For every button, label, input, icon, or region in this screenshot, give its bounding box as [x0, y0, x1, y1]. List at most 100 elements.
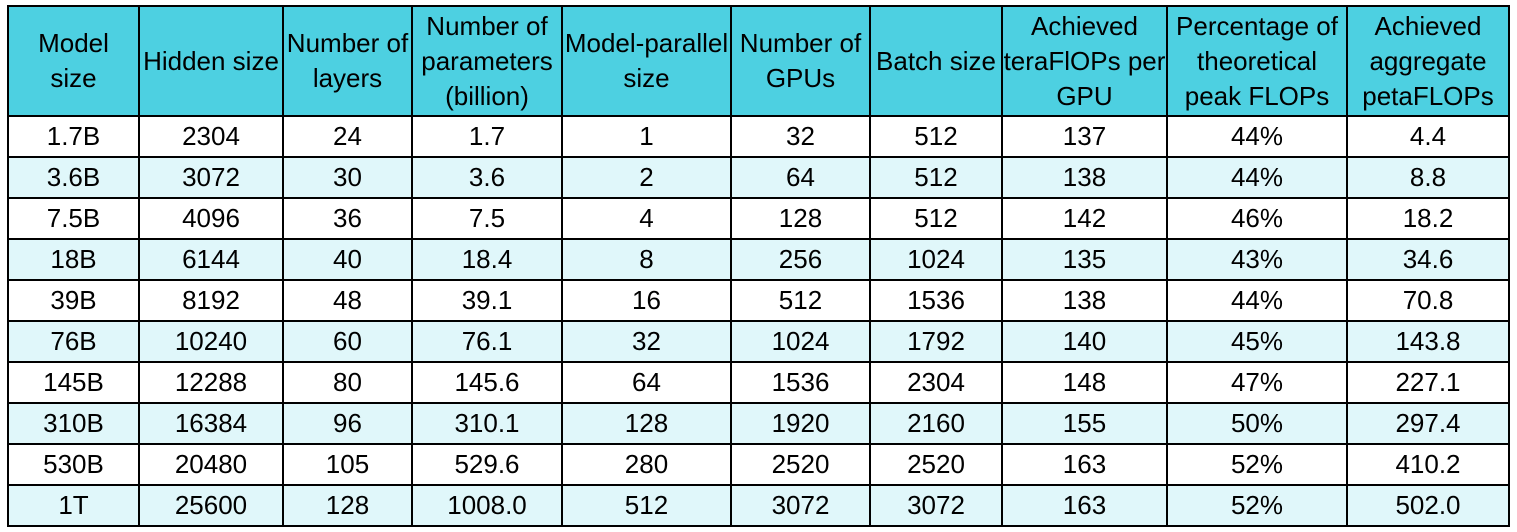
table-cell: 1792 — [869, 320, 1003, 363]
table-cell: 64 — [561, 361, 732, 404]
table-cell: 280 — [561, 443, 732, 486]
table-cell: 310B — [7, 402, 140, 445]
column-header: Number of layers — [282, 5, 413, 117]
table-cell: 138 — [1001, 156, 1168, 199]
table-cell: 48 — [282, 279, 413, 322]
table-cell: 2304 — [869, 361, 1003, 404]
table-cell: 1920 — [730, 402, 871, 445]
table-cell: 3.6 — [411, 156, 563, 199]
table-cell: 70.8 — [1346, 279, 1510, 322]
table-cell: 155 — [1001, 402, 1168, 445]
table-cell: 148 — [1001, 361, 1168, 404]
table-cell: 410.2 — [1346, 443, 1510, 486]
table-row: 530B 20480 105 529.6 280 2520 2520 163 52% 410.2 — [7, 443, 1510, 486]
table-cell: 135 — [1001, 238, 1168, 281]
column-header: Percentage of theoretical peak FLOPs — [1166, 5, 1348, 117]
table-cell: 47% — [1166, 361, 1348, 404]
table-cell: 8.8 — [1346, 156, 1510, 199]
table-cell: 2 — [561, 156, 732, 199]
column-header: Number of parameters (billion) — [411, 5, 563, 117]
column-header: Number of GPUs — [730, 5, 871, 117]
table-cell: 7.5B — [7, 197, 140, 240]
table-cell: 52% — [1166, 484, 1348, 527]
table-cell: 530B — [7, 443, 140, 486]
table-cell: 1536 — [869, 279, 1003, 322]
table-cell: 2520 — [730, 443, 871, 486]
table-header: Model size Hidden size Number of layers Num… — [7, 5, 1510, 117]
table-cell: 76B — [7, 320, 140, 363]
table-cell: 227.1 — [1346, 361, 1510, 404]
table-cell: 1024 — [869, 238, 1003, 281]
table-cell: 1.7B — [7, 115, 140, 158]
table-cell: 8192 — [138, 279, 284, 322]
table-cell: 512 — [869, 197, 1003, 240]
table-cell: 36 — [282, 197, 413, 240]
column-header: Achieved teraFlOPs per GPU — [1001, 5, 1168, 117]
table-cell: 25600 — [138, 484, 284, 527]
column-header: Achieved aggregate petaFLOPs — [1346, 5, 1510, 117]
table-cell: 76.1 — [411, 320, 563, 363]
table-cell: 143.8 — [1346, 320, 1510, 363]
table-cell: 1 — [561, 115, 732, 158]
table-cell: 96 — [282, 402, 413, 445]
table-cell: 40 — [282, 238, 413, 281]
table-cell: 512 — [561, 484, 732, 527]
column-header: Model size — [7, 5, 140, 117]
table-row: 1.7B 2304 24 1.7 1 32 512 137 44% 4.4 — [7, 115, 1510, 158]
table-cell: 24 — [282, 115, 413, 158]
table-row: 39B 8192 48 39.1 16 512 1536 138 44% 70.8 — [7, 279, 1510, 322]
table-cell: 502.0 — [1346, 484, 1510, 527]
table-cell: 12288 — [138, 361, 284, 404]
table-row: 310B 16384 96 310.1 128 1920 2160 155 50% 297.4 — [7, 402, 1510, 445]
table-cell: 16 — [561, 279, 732, 322]
table-cell: 142 — [1001, 197, 1168, 240]
table-cell: 32 — [561, 320, 732, 363]
table-cell: 10240 — [138, 320, 284, 363]
table-cell: 30 — [282, 156, 413, 199]
table-row: 3.6B 3072 30 3.6 2 64 512 138 44% 8.8 — [7, 156, 1510, 199]
table-row: 7.5B 4096 36 7.5 4 128 512 142 46% 18.2 — [7, 197, 1510, 240]
table-cell: 50% — [1166, 402, 1348, 445]
column-header: Batch size — [869, 5, 1003, 117]
table-cell: 1008.0 — [411, 484, 563, 527]
table-cell: 1T — [7, 484, 140, 527]
table-cell: 39.1 — [411, 279, 563, 322]
table-cell: 2160 — [869, 402, 1003, 445]
table-cell: 512 — [869, 156, 1003, 199]
table-cell: 18.4 — [411, 238, 563, 281]
column-header: Model-parallel size — [561, 5, 732, 117]
table-cell: 4096 — [138, 197, 284, 240]
table-cell: 3072 — [138, 156, 284, 199]
table-header-row: Model size Hidden size Number of layers Num… — [7, 5, 1510, 117]
table-row: 1T 25600 128 1008.0 512 3072 3072 163 52% 502.0 — [7, 484, 1510, 527]
table-cell: 137 — [1001, 115, 1168, 158]
table-body: 1.7B 2304 24 1.7 1 32 512 137 44% 4.4 3.6B 3072 30 3.… — [7, 115, 1510, 527]
table-cell: 128 — [561, 402, 732, 445]
table-cell: 43% — [1166, 238, 1348, 281]
model-scaling-table: Model size Hidden size Number of layers Num… — [7, 5, 1510, 527]
table-cell: 310.1 — [411, 402, 563, 445]
table-cell: 80 — [282, 361, 413, 404]
table-cell: 529.6 — [411, 443, 563, 486]
table-cell: 145B — [7, 361, 140, 404]
table-cell: 3.6B — [7, 156, 140, 199]
table-cell: 18.2 — [1346, 197, 1510, 240]
table-cell: 4 — [561, 197, 732, 240]
table-cell: 128 — [730, 197, 871, 240]
table-cell: 3072 — [869, 484, 1003, 527]
table-cell: 512 — [869, 115, 1003, 158]
table-cell: 64 — [730, 156, 871, 199]
table-cell: 128 — [282, 484, 413, 527]
table-cell: 34.6 — [1346, 238, 1510, 281]
table-row: 76B 10240 60 76.1 32 1024 1792 140 45% 143.8 — [7, 320, 1510, 363]
column-header: Hidden size — [138, 5, 284, 117]
table-cell: 297.4 — [1346, 402, 1510, 445]
table-cell: 7.5 — [411, 197, 563, 240]
table-cell: 3072 — [730, 484, 871, 527]
table-cell: 1024 — [730, 320, 871, 363]
table-cell: 39B — [7, 279, 140, 322]
table-cell: 4.4 — [1346, 115, 1510, 158]
table-cell: 2520 — [869, 443, 1003, 486]
table-cell: 44% — [1166, 279, 1348, 322]
table-cell: 46% — [1166, 197, 1348, 240]
